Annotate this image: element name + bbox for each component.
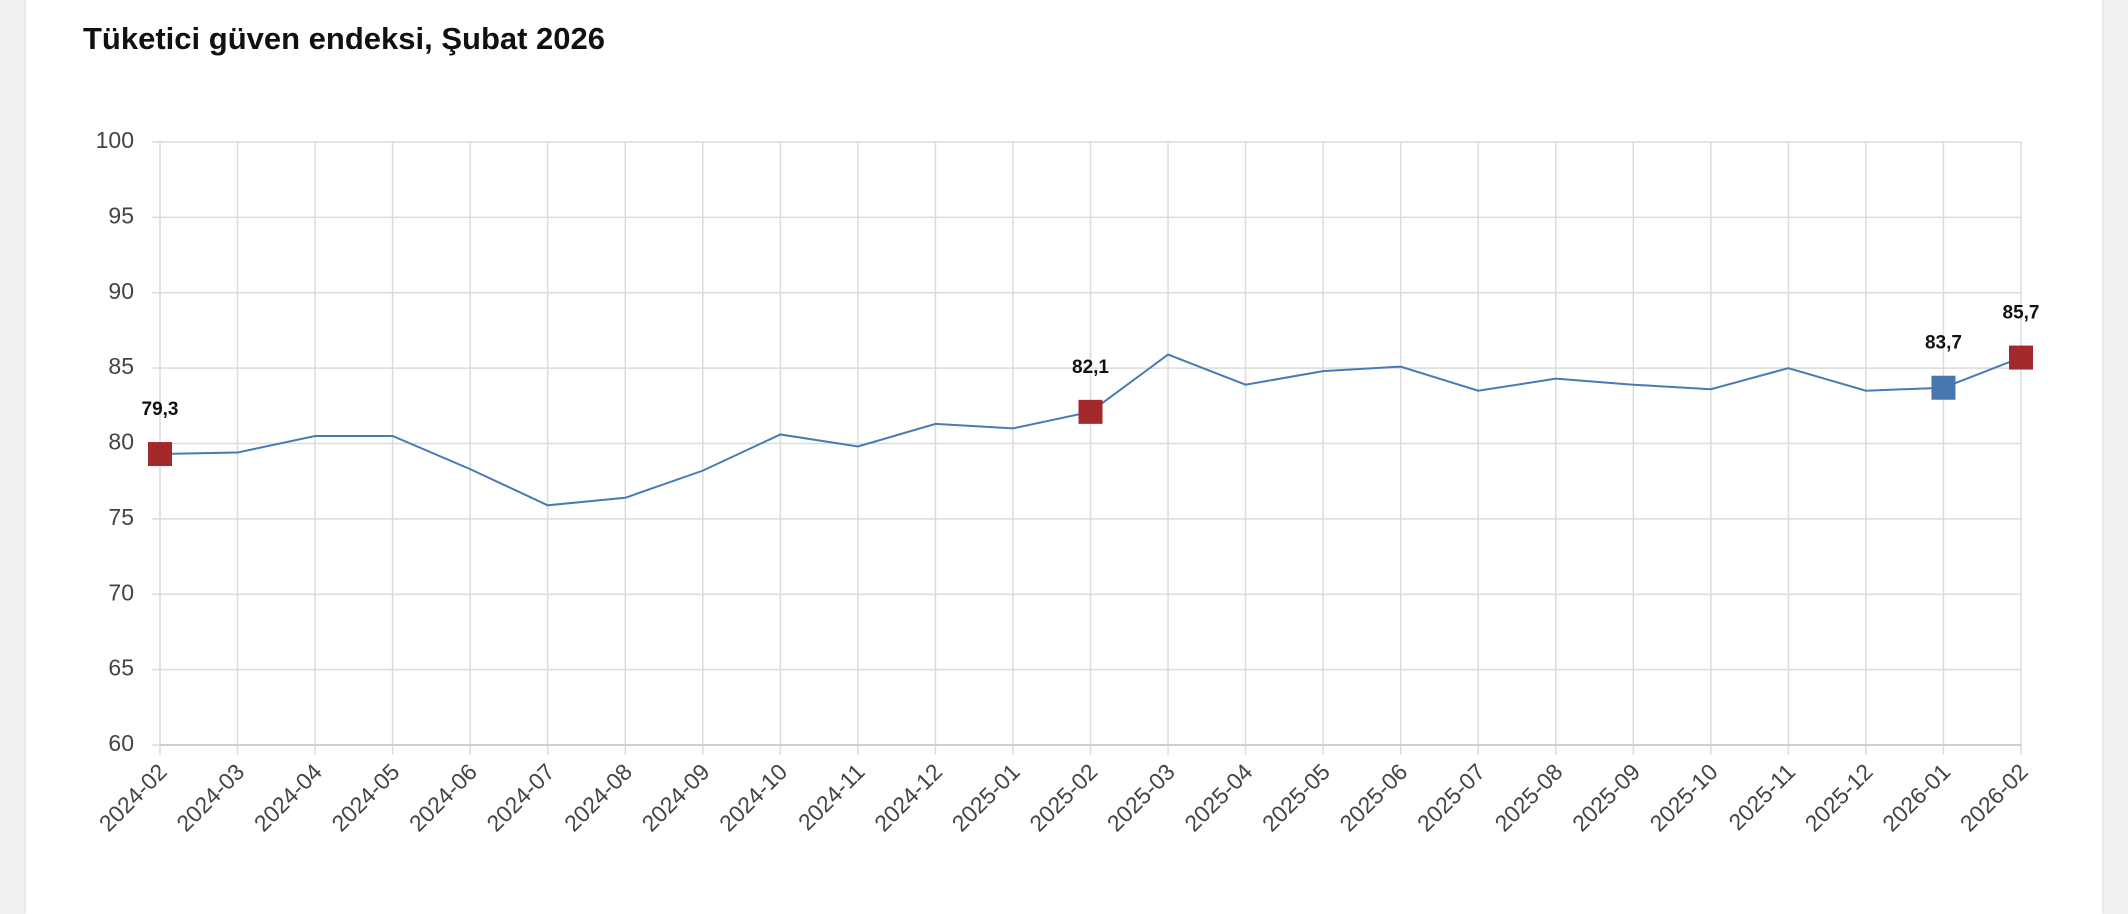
y-tick-label: 70	[108, 579, 134, 605]
y-tick-label: 60	[108, 730, 134, 756]
x-tick-label: 2024-11	[793, 758, 870, 835]
x-tick-label: 2025-08	[1490, 758, 1568, 836]
value-label: 79,3	[142, 399, 179, 420]
y-tick-label: 85	[108, 353, 134, 379]
x-tick-label: 2025-07	[1412, 758, 1490, 836]
y-tick-label: 75	[108, 504, 134, 530]
x-tick-label: 2024-12	[869, 758, 947, 836]
point-marker	[1078, 399, 1103, 424]
x-tick-label: 2024-09	[637, 758, 715, 836]
x-tick-label: 2025-02	[1024, 758, 1102, 836]
x-tick-label: 2026-01	[1877, 758, 1955, 836]
x-tick-label: 2025-06	[1334, 758, 1412, 836]
y-tick-label: 80	[108, 429, 134, 455]
x-tick-label: 2025-05	[1257, 758, 1335, 836]
point-marker	[1931, 375, 1956, 400]
value-label: 82,1	[1072, 357, 1109, 378]
x-tick-label: 2026-02	[1955, 758, 2033, 836]
x-tick-label: 2024-10	[714, 758, 792, 836]
x-tick-label: 2025-11	[1723, 758, 1800, 835]
point-marker	[2009, 345, 2033, 370]
x-tick-label: 2025-04	[1179, 758, 1257, 836]
card	[26, 0, 2102, 914]
x-tick-label: 2024-05	[326, 758, 404, 836]
y-tick-label: 95	[108, 202, 134, 228]
value-label: 85,7	[2003, 303, 2040, 324]
x-tick-label: 2025-12	[1800, 758, 1878, 836]
y-tick-label: 90	[108, 278, 134, 304]
y-tick-label: 100	[96, 127, 134, 153]
x-tick-label: 2025-01	[947, 758, 1025, 836]
x-tick-label: 2025-09	[1567, 758, 1645, 836]
x-tick-label: 2024-03	[171, 758, 249, 836]
point-marker	[148, 442, 172, 467]
value-label: 83,7	[1925, 333, 1962, 354]
x-tick-label: 2024-02	[94, 758, 172, 836]
x-tick-label: 2025-10	[1645, 758, 1723, 836]
x-tick-label: 2024-06	[404, 758, 482, 836]
chart-title: Tüketici güven endeksi, Şubat 2026	[83, 21, 605, 56]
x-tick-label: 2024-08	[559, 758, 637, 836]
y-tick-label: 65	[108, 655, 134, 681]
x-tick-label: 2025-03	[1102, 758, 1180, 836]
x-tick-label: 2024-04	[249, 758, 327, 836]
x-tick-label: 2024-07	[481, 758, 559, 836]
